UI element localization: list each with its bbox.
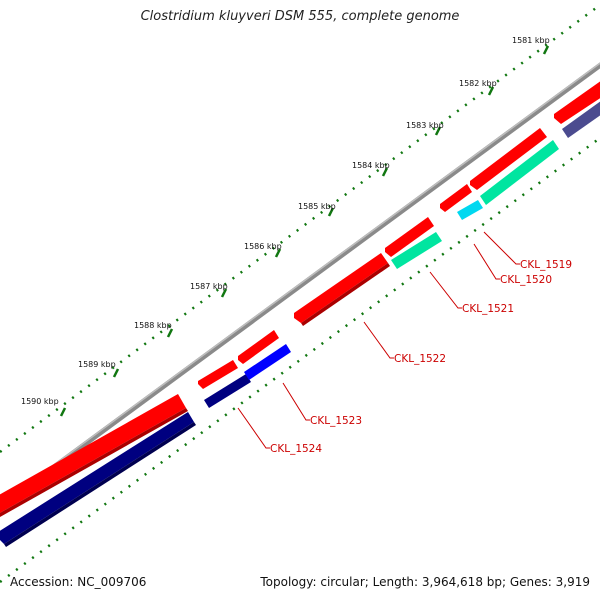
gene-label-ckl-1520[interactable]: CKL_1520 [500,274,552,286]
gene-rna-ckl-1520[interactable] [457,200,483,220]
gene-forward-small-a[interactable] [198,360,238,389]
gene-forward-ckl-1522[interactable] [294,253,388,323]
major-tick [220,288,228,298]
tick-label: 1586 kbp [244,242,282,251]
genome-summary-text: Topology: circular; Length: 3,964,618 bp… [260,575,590,589]
genome-backbone-highlight [0,62,600,506]
gene-reverse-long[interactable] [0,412,194,544]
label-line-ckl-1521 [429,271,462,309]
tick-label: 1581 kbp [512,36,550,45]
gene-label-ckl-1519[interactable]: CKL_1519 [520,259,572,271]
gene-forward-ckl-1522-edge [301,263,390,326]
tick-label: 1588 kbp [134,321,172,330]
tick-label: 1590 kbp [21,397,59,406]
gene-reverse-slate[interactable] [562,98,600,138]
label-line-ckl-1523 [282,382,310,421]
gene-rna-ckl-1521[interactable] [391,232,442,269]
label-line-ckl-1524 [237,407,270,449]
outer-tick-row [0,3,600,454]
tick-label: 1582 kbp [459,79,497,88]
gene-forward-small-b[interactable] [238,330,279,364]
label-line-ckl-1519 [483,231,520,265]
major-tick [59,407,67,417]
accession-text: Accession: NC_009706 [10,575,147,589]
gene-label-ckl-1524[interactable]: CKL_1524 [270,443,322,455]
gene-reverse-long-edge [4,422,196,547]
tick-label: 1589 kbp [78,360,116,369]
gene-label-ckl-1523[interactable]: CKL_1523 [310,415,362,427]
gene-forward-ckl-1521[interactable] [385,217,434,257]
tick-labels: 1581 kbp 1582 kbp 1583 kbp 1584 kbp 1585 kbp… [21,36,550,406]
gene-rna-ckl-1519[interactable] [480,140,559,205]
major-tick [327,207,335,217]
label-line-ckl-1520 [473,243,500,280]
major-tick [487,86,495,96]
major-tick [542,45,550,55]
gene-label-lines [237,231,520,449]
major-ticks [59,45,550,417]
tick-label: 1587 kbp [190,282,228,291]
gene-forward-ckl-1520[interactable] [440,184,472,212]
gene-label-ckl-1522[interactable]: CKL_1522 [394,353,446,365]
map-title: Clostridium kluyveri DSM 555, complete g… [140,9,460,24]
gene-forward-top[interactable] [554,78,600,124]
major-tick [112,368,120,378]
major-tick [434,126,442,136]
gene-reverse-ckl-1524[interactable] [204,374,251,408]
tick-label: 1584 kbp [352,161,390,170]
genome-backbone [0,62,600,510]
major-tick [166,328,174,338]
gene-forward-ckl-1519[interactable] [470,128,547,190]
tick-label: 1585 kbp [298,202,336,211]
tick-label: 1583 kbp [406,121,444,130]
gene-forward-3d-edge [0,408,188,517]
gene-forward-ckl-1524[interactable] [0,394,186,514]
gene-reverse-ckl-1523[interactable] [244,344,291,380]
label-line-ckl-1522 [363,321,394,359]
major-tick [274,248,282,258]
major-tick [381,167,389,177]
gene-label-ckl-1521[interactable]: CKL_1521 [462,303,514,315]
